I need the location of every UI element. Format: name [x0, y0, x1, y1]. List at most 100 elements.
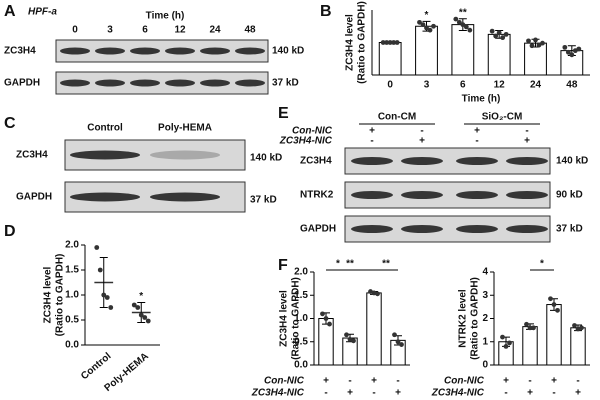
y-axis-label: (Ratio to GAPDH): [55, 254, 66, 337]
data-point: [467, 27, 473, 33]
treatment-sign: +: [575, 388, 581, 399]
bar: [415, 25, 438, 76]
data-point: [503, 344, 509, 349]
significance: *: [425, 10, 429, 21]
data-point: [493, 33, 499, 39]
y-tick-label: 0: [482, 360, 488, 371]
treatment-sign: -: [420, 126, 423, 137]
blot-band: [150, 192, 220, 202]
data-point: [145, 318, 151, 324]
blot-band: [456, 191, 498, 199]
bar: [570, 327, 586, 366]
data-point: [138, 312, 144, 318]
data-point: [135, 305, 141, 310]
protein-label: GAPDH: [300, 224, 336, 235]
data-point: [551, 302, 557, 307]
data-point: [569, 52, 575, 58]
protein-label: NTRK2: [300, 190, 334, 201]
bar: [546, 304, 562, 366]
data-point: [526, 38, 531, 44]
treatment-sign: -: [396, 376, 399, 387]
significance: **: [382, 259, 390, 270]
lane-label: Poly-HEMA: [158, 123, 212, 134]
data-point: [579, 325, 584, 331]
protein-label: GAPDH: [16, 192, 52, 203]
blot-band: [150, 150, 220, 160]
blot-band: [60, 47, 90, 55]
size-label: 140 kD: [556, 156, 588, 167]
y-tick-label: 1: [482, 336, 488, 347]
data-point: [108, 305, 114, 310]
significance: **: [459, 7, 467, 18]
treatment-sign: +: [474, 126, 480, 137]
data-point: [507, 340, 512, 346]
y-axis-label: (Ratio to GAPDH): [357, 1, 368, 84]
treatment-sign: +: [395, 388, 401, 399]
treatment-sign: +: [371, 376, 377, 387]
y-tick-label: 0.5: [65, 315, 79, 326]
data-point: [572, 323, 577, 328]
x-tick-label: Control: [79, 351, 113, 382]
data-point: [489, 28, 495, 34]
blot-band: [235, 47, 265, 55]
time-label: Time (h): [146, 11, 185, 22]
data-point: [431, 23, 436, 29]
treatment-sign: +: [347, 388, 353, 399]
data-point: [496, 30, 502, 36]
treatment-label: Con-NIC: [292, 126, 333, 137]
significance: **: [346, 259, 354, 270]
blot-membrane: [55, 71, 269, 95]
blot-band: [130, 47, 160, 55]
y-tick-label: 4: [482, 267, 488, 278]
bar: [378, 42, 402, 76]
data-point: [453, 16, 459, 22]
blot-band: [456, 157, 498, 165]
treatment-sign: -: [324, 388, 327, 399]
treatment-sign: -: [370, 136, 373, 147]
error-bar: [99, 257, 108, 308]
x-tick-label: 48: [566, 80, 578, 91]
data-point: [384, 40, 390, 45]
y-axis-label: ZC3H4 level: [43, 266, 54, 323]
lane-label: Control: [87, 123, 123, 134]
data-point: [417, 19, 422, 25]
treatment-label: Con-NIC: [444, 376, 485, 387]
data-point: [395, 339, 401, 345]
blot-band: [351, 191, 393, 199]
treatment-label: ZC3H4-NIC: [251, 388, 305, 399]
treatment-label: Con-NIC: [264, 376, 305, 387]
data-point: [380, 40, 386, 45]
blot-band: [165, 79, 195, 87]
data-point: [351, 338, 356, 344]
y-tick-label: 2.0: [294, 267, 308, 278]
treatment-sign: -: [528, 376, 531, 387]
bar: [524, 42, 547, 76]
lane-label: 3: [107, 25, 113, 36]
x-tick-label: 24: [530, 80, 542, 91]
data-point: [536, 42, 542, 48]
panel-letter: C: [4, 115, 16, 132]
data-point: [527, 325, 533, 331]
blot-band: [506, 157, 548, 165]
data-point: [399, 342, 404, 347]
lane-label: 6: [142, 25, 148, 36]
y-tick-label: 0.0: [65, 340, 79, 351]
y-tick-label: 1.0: [294, 313, 308, 324]
blot-band: [200, 79, 230, 87]
y-tick-label: 2: [482, 313, 488, 324]
protein-label: GAPDH: [4, 78, 40, 89]
y-tick-label: 1.0: [65, 290, 79, 301]
panel-letter: B: [320, 3, 332, 20]
panel-letter: F: [278, 257, 288, 274]
panel-letter: A: [4, 3, 16, 20]
treatment-sign: +: [524, 136, 530, 147]
treatment-sign: +: [369, 126, 375, 137]
treatment-sign: +: [551, 376, 557, 387]
data-point: [131, 302, 137, 308]
size-label: 37 kD: [250, 195, 277, 206]
y-tick-label: 1.5: [294, 290, 308, 301]
cell-line: HPF-a: [28, 7, 57, 18]
data-point: [104, 295, 110, 300]
group-label: Con-CM: [378, 112, 416, 123]
x-axis-label: Time (h): [462, 94, 501, 105]
